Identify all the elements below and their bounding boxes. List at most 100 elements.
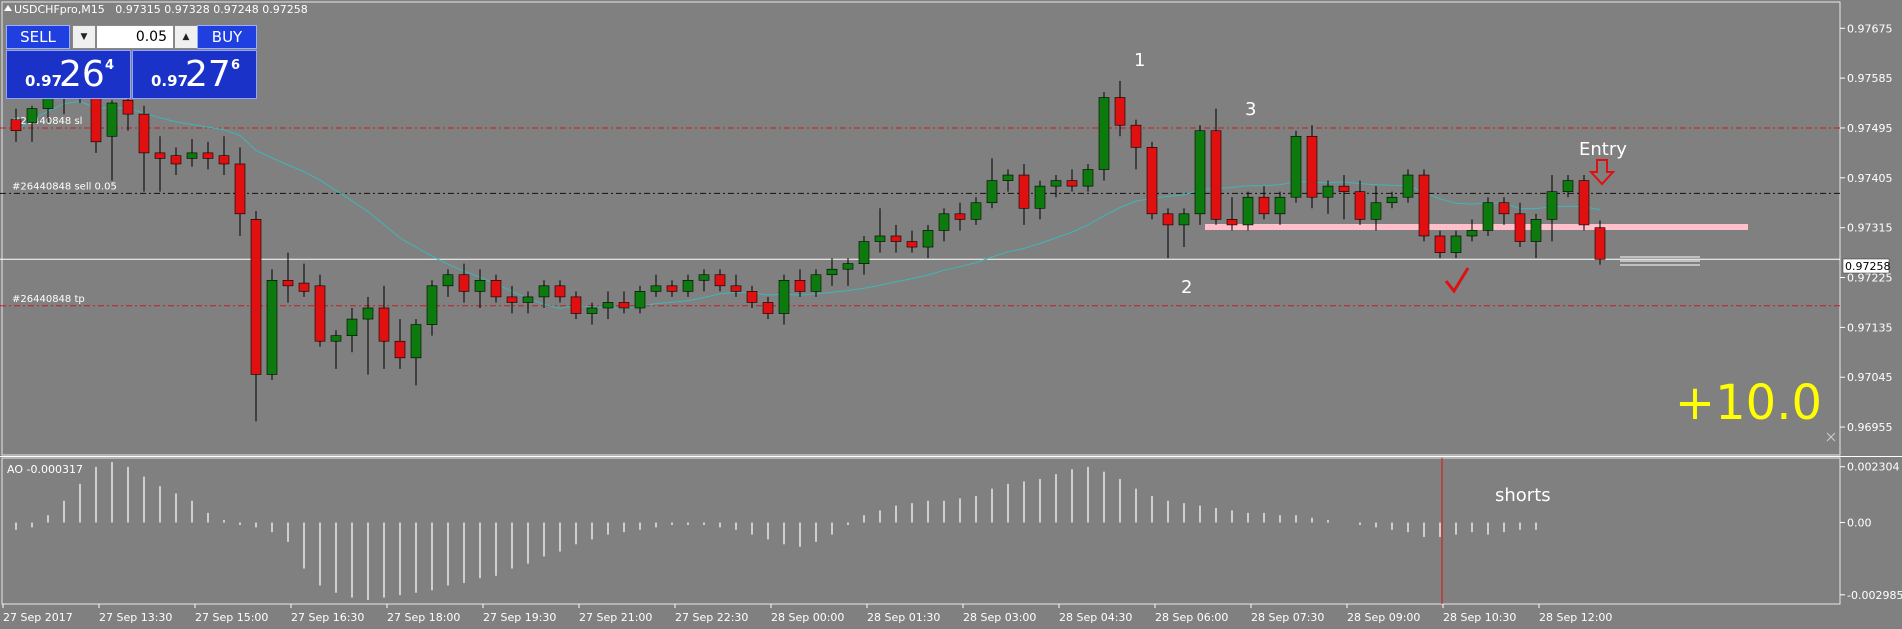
candle-body [730, 285, 742, 292]
lot-decrease-button[interactable]: ▼ [72, 25, 96, 49]
candle-body [1226, 219, 1238, 226]
candle [378, 285, 390, 369]
price-tick-label: 0.97225 [1847, 272, 1893, 285]
price-axis: 0.97675 0.97585 0.97495 0.97405 0.97315 0.972… [1840, 22, 1893, 434]
candle [458, 263, 470, 303]
lot-increase-button[interactable]: ▲ [174, 25, 198, 49]
candle [762, 296, 774, 320]
candle-body [602, 302, 614, 309]
current-price-label: 0.97258 [1845, 260, 1891, 273]
candle-body [1082, 169, 1094, 187]
time-tick-label: 27 Sep 22:30 [675, 611, 748, 624]
candle-body [586, 307, 598, 314]
candle [442, 269, 454, 297]
candle [1354, 180, 1366, 225]
candle [874, 208, 886, 253]
sell-price-box[interactable]: 0.97 26 4 [6, 50, 131, 99]
candle [570, 291, 582, 320]
candle-body [1178, 213, 1190, 226]
candle-body [346, 318, 358, 336]
candle-body [1050, 180, 1062, 187]
candle [1130, 119, 1142, 170]
candle-body [570, 296, 582, 314]
candle-body [298, 282, 310, 292]
candle [1386, 191, 1398, 209]
candle-body [186, 152, 198, 159]
time-tick-label: 27 Sep 15:00 [195, 611, 268, 624]
candle-body [954, 213, 966, 220]
candle [1594, 220, 1606, 265]
candle-body [1546, 191, 1558, 220]
ao-axis: 0.002304 0.00 -0.002985 [1840, 461, 1902, 602]
candle-body [1274, 196, 1286, 215]
candle-body [650, 285, 662, 292]
candle-body [474, 279, 486, 292]
candle [666, 280, 678, 297]
candle-body [314, 285, 326, 342]
price-tick-label: 0.97405 [1847, 172, 1893, 185]
candle [1482, 197, 1494, 236]
time-tick-label: 27 Sep 19:30 [483, 611, 556, 624]
tp-label: #26440848 tp [12, 294, 85, 305]
wave-label-2: 2 [1181, 277, 1192, 298]
candle [1322, 180, 1334, 214]
time-tick-label: 28 Sep 09:00 [1347, 611, 1420, 624]
candle-body [1578, 180, 1590, 226]
buy-price-sup: 6 [231, 58, 241, 73]
entry-arrow-icon [1588, 159, 1616, 186]
candle [282, 252, 294, 303]
candle [218, 136, 230, 176]
candle [602, 291, 614, 320]
candle-body [234, 163, 246, 215]
candle-body [810, 274, 822, 292]
candle [858, 235, 870, 275]
price-tick-label: 0.97315 [1847, 222, 1893, 235]
one-click-trading-panel: SELL ▼ ▲ BUY 0.97 26 4 0.97 27 6 [6, 25, 257, 99]
candle [298, 263, 310, 297]
buy-price-box[interactable]: 0.97 27 6 [132, 50, 257, 99]
candle [682, 274, 694, 297]
candle-body [1418, 174, 1430, 237]
candle-body [1146, 147, 1158, 215]
time-tick-label: 28 Sep 03:00 [963, 611, 1036, 624]
moving-average-line [15, 100, 1601, 310]
time-tick-label: 27 Sep 21:00 [579, 611, 652, 624]
candle [1530, 213, 1542, 259]
sell-button[interactable]: SELL [6, 25, 70, 49]
ao-tick-label: 0.00 [1847, 517, 1872, 530]
candle [490, 274, 502, 303]
candle [1258, 186, 1270, 220]
candle [506, 285, 518, 314]
candle-body [874, 235, 886, 242]
candle-body [10, 119, 22, 132]
buy-button[interactable]: BUY [197, 25, 257, 49]
candle-body [618, 302, 630, 309]
candle [1146, 141, 1158, 220]
candle-body [1402, 174, 1414, 198]
sell-price-sup: 4 [105, 58, 115, 73]
candle-body [906, 241, 918, 248]
candle [1498, 197, 1510, 225]
candle [1082, 163, 1094, 192]
candle-body [154, 152, 166, 159]
candle-body [138, 113, 150, 154]
checkmark-icon [1444, 267, 1470, 294]
candle [586, 302, 598, 325]
profit-label: +10.0 [1674, 375, 1822, 431]
candle-body [890, 235, 902, 242]
candle-body [1114, 97, 1126, 126]
candle-body [1130, 124, 1142, 148]
candle [794, 269, 806, 297]
ao-tick-label: 0.002304 [1847, 461, 1900, 474]
candle [1098, 91, 1110, 181]
candle [170, 147, 182, 176]
lot-size-input[interactable] [96, 25, 174, 49]
time-tick-label: 28 Sep 10:30 [1443, 611, 1516, 624]
buy-price-prefix: 0.97 [151, 72, 189, 90]
sell-price-prefix: 0.97 [25, 72, 63, 90]
collapse-triangle-icon[interactable] [4, 5, 12, 11]
chart-shift-icon[interactable] [1826, 432, 1836, 442]
candle-body [634, 291, 646, 309]
candle [522, 291, 534, 314]
